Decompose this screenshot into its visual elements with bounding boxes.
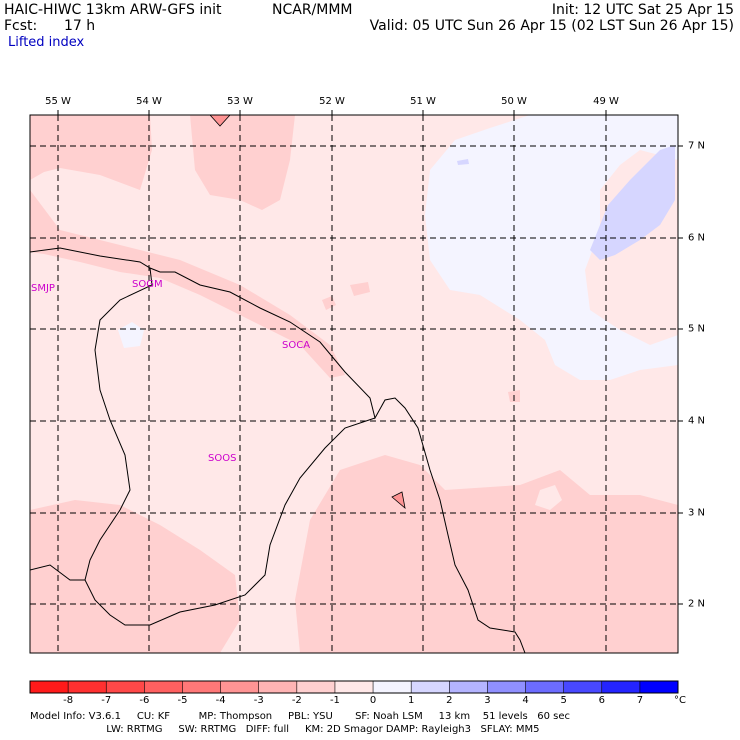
border-line	[84, 267, 376, 626]
colorbar-unit: °C	[674, 695, 686, 706]
colorbar-tick-label: 3	[484, 695, 491, 706]
lon-label: 49 W	[593, 96, 619, 107]
colorbar-tick-label: -7	[101, 695, 112, 706]
colorbar-tick-label: 1	[407, 695, 415, 706]
colorbar-swatch	[373, 681, 412, 693]
li-shade-area	[535, 485, 562, 510]
li-shade-area	[190, 115, 295, 210]
colorbar-swatch	[525, 681, 564, 693]
lat-label: 4 N	[688, 415, 706, 427]
colorbar-swatch	[411, 681, 450, 693]
station-label: SOOS	[208, 453, 237, 464]
colorbar-swatch	[144, 681, 183, 693]
colorbar-tick-label: -8	[63, 695, 74, 706]
lat-label: 7 N	[688, 140, 706, 152]
colorbar-swatch	[487, 681, 526, 693]
forecast-hour: 17 h	[64, 18, 96, 34]
colorbar-swatch	[601, 681, 641, 693]
field-name: Lifted index	[8, 35, 85, 50]
colorbar-tick-label: 5	[560, 695, 567, 706]
colorbar-swatch	[182, 681, 221, 693]
colorbar-swatch	[296, 681, 336, 693]
colorbar-tick-label: 4	[522, 695, 529, 706]
station-label: SOGM	[132, 279, 163, 290]
colorbar-tick-label: 6	[598, 695, 605, 706]
li-shade-area	[30, 190, 345, 378]
lat-label: 5 N	[688, 323, 706, 335]
colorbar-tick-label: -6	[139, 695, 150, 706]
map-frame	[29, 114, 679, 654]
model-info-line1: Model Info: V3.6.1 CU: KF MP: Thompson P…	[30, 711, 570, 722]
li-shade-area	[457, 159, 469, 165]
station-label: SMJP	[31, 283, 55, 294]
lon-label: 53 W	[227, 96, 253, 107]
li-shade-area	[391, 491, 406, 510]
station-label: SOCA	[282, 340, 311, 351]
colorbar-tick-label: -3	[253, 695, 264, 706]
lon-label: 55 W	[45, 96, 71, 107]
colorbar-swatch	[106, 681, 145, 693]
valid-time: Valid: 05 UTC Sun 26 Apr 15 (02 LST Sun …	[369, 18, 734, 34]
li-shade-area	[30, 500, 240, 653]
colorbar-swatch	[449, 681, 488, 693]
colorbar-swatch	[258, 681, 298, 693]
li-shade-area	[209, 115, 231, 127]
colorbar-swatch	[334, 681, 374, 693]
init-time: Init: 12 UTC Sat 25 Apr 15	[551, 2, 734, 18]
lon-label: 54 W	[136, 96, 162, 107]
lat-label: 2 N	[688, 598, 706, 610]
colorbar	[29, 680, 679, 694]
li-shade-area	[590, 145, 675, 260]
colorbar-swatch	[220, 681, 260, 693]
lat-lon-grid	[30, 115, 678, 653]
li-shade-area	[350, 282, 370, 296]
colorbar-tick-label: -2	[291, 695, 302, 706]
li-shade-area	[425, 115, 678, 380]
lat-label: 6 N	[688, 232, 706, 244]
colorbar-tick-label: 0	[369, 695, 377, 706]
colorbar-swatch	[30, 681, 69, 693]
li-shade-area	[30, 115, 152, 190]
colorbar-swatch	[639, 681, 679, 693]
colorbar-tick-label: 7	[636, 695, 644, 706]
colorbar-tick-label: -4	[215, 695, 226, 706]
lon-label: 51 W	[410, 96, 436, 107]
colorbar-swatch	[563, 681, 603, 693]
lon-label: 50 W	[501, 96, 527, 107]
border-line	[30, 564, 85, 581]
axis-ticks	[57, 110, 683, 605]
colorbar-tick-label: -5	[177, 695, 188, 706]
forecast-label: Fcst:	[4, 18, 38, 34]
colorbar-tick-label: 2	[446, 695, 453, 706]
model-info-line2: LW: RRTMG SW: RRTMG DIFF: full KM: 2D Sm…	[30, 724, 540, 735]
lon-label: 52 W	[319, 96, 345, 107]
model-title: HAIC-HIWC 13km ARW-GFS init	[4, 2, 222, 18]
colorbar-swatch	[68, 681, 107, 693]
colorbar-tick-label: -1	[329, 695, 340, 706]
lat-label: 3 N	[688, 507, 706, 519]
org-label: NCAR/MMM	[272, 2, 353, 18]
